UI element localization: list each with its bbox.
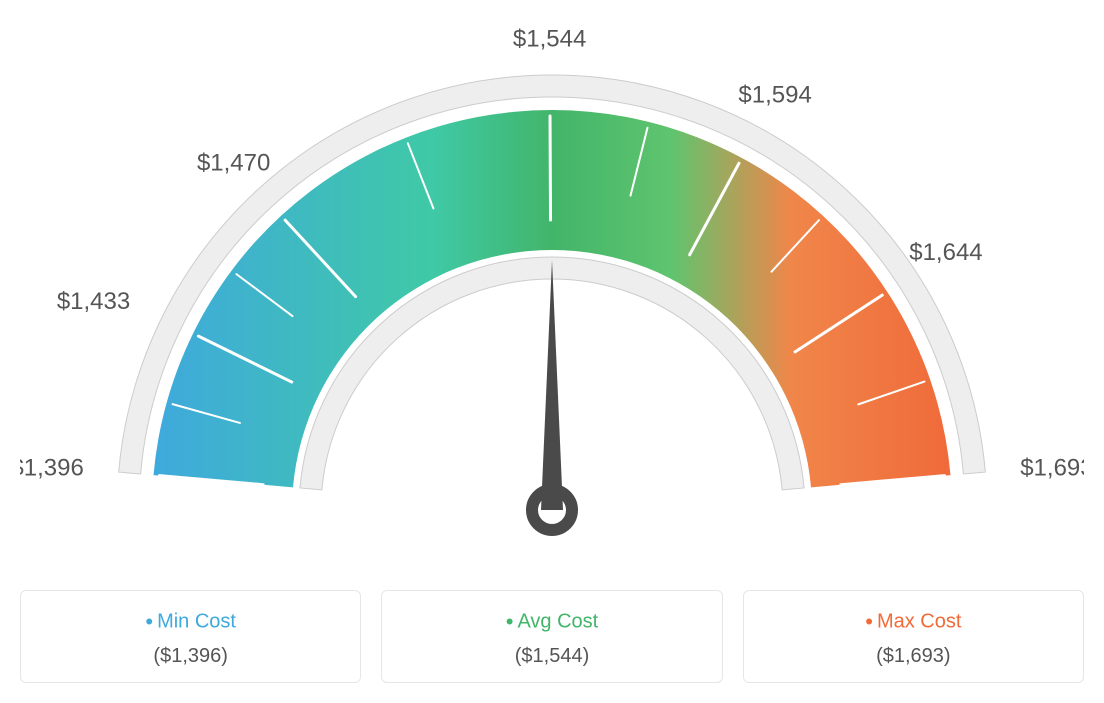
legend-row: •Min Cost($1,396)•Avg Cost($1,544)•Max C…: [20, 590, 1084, 683]
legend-title: •Max Cost: [754, 609, 1073, 635]
legend-value: ($1,396): [31, 645, 350, 668]
legend-value: ($1,693): [754, 645, 1073, 668]
legend-dot-icon: •: [506, 609, 514, 634]
legend-card: •Max Cost ($1,693): [743, 590, 1084, 683]
legend-dot-icon: •: [145, 609, 153, 634]
scale-label: $1,470: [197, 150, 270, 177]
scale-label: $1,433: [57, 288, 130, 315]
legend-label: Min Cost: [157, 610, 236, 632]
legend-label: Avg Cost: [517, 610, 598, 632]
legend-title: •Min Cost: [31, 609, 350, 635]
legend-title: •Avg Cost: [392, 609, 711, 635]
scale-label: $1,594: [738, 82, 811, 109]
legend-card: •Min Cost ($1,396): [20, 590, 361, 683]
scale-label: $1,396: [20, 454, 84, 481]
scale-label: $1,644: [909, 239, 982, 266]
legend-value: ($1,544): [392, 645, 711, 668]
scale-label: $1,544: [513, 25, 586, 52]
scale-label: $1,693: [1020, 454, 1084, 481]
legend-card: •Avg Cost ($1,544): [381, 590, 722, 683]
gauge-svg: $1,396 $1,433 $1,470 $1,544 $1,594 $1,644 $1,6…: [20, 20, 1084, 560]
needle: [541, 260, 563, 510]
legend-dot-icon: •: [865, 609, 873, 634]
gauge-chart: $1,396 $1,433 $1,470 $1,544 $1,594 $1,644 $1,6…: [20, 20, 1084, 560]
legend-label: Max Cost: [877, 610, 961, 632]
major-tick: [550, 116, 551, 220]
cost-gauge-widget: $1,396 $1,433 $1,470 $1,544 $1,594 $1,644 $1,6…: [20, 20, 1084, 683]
